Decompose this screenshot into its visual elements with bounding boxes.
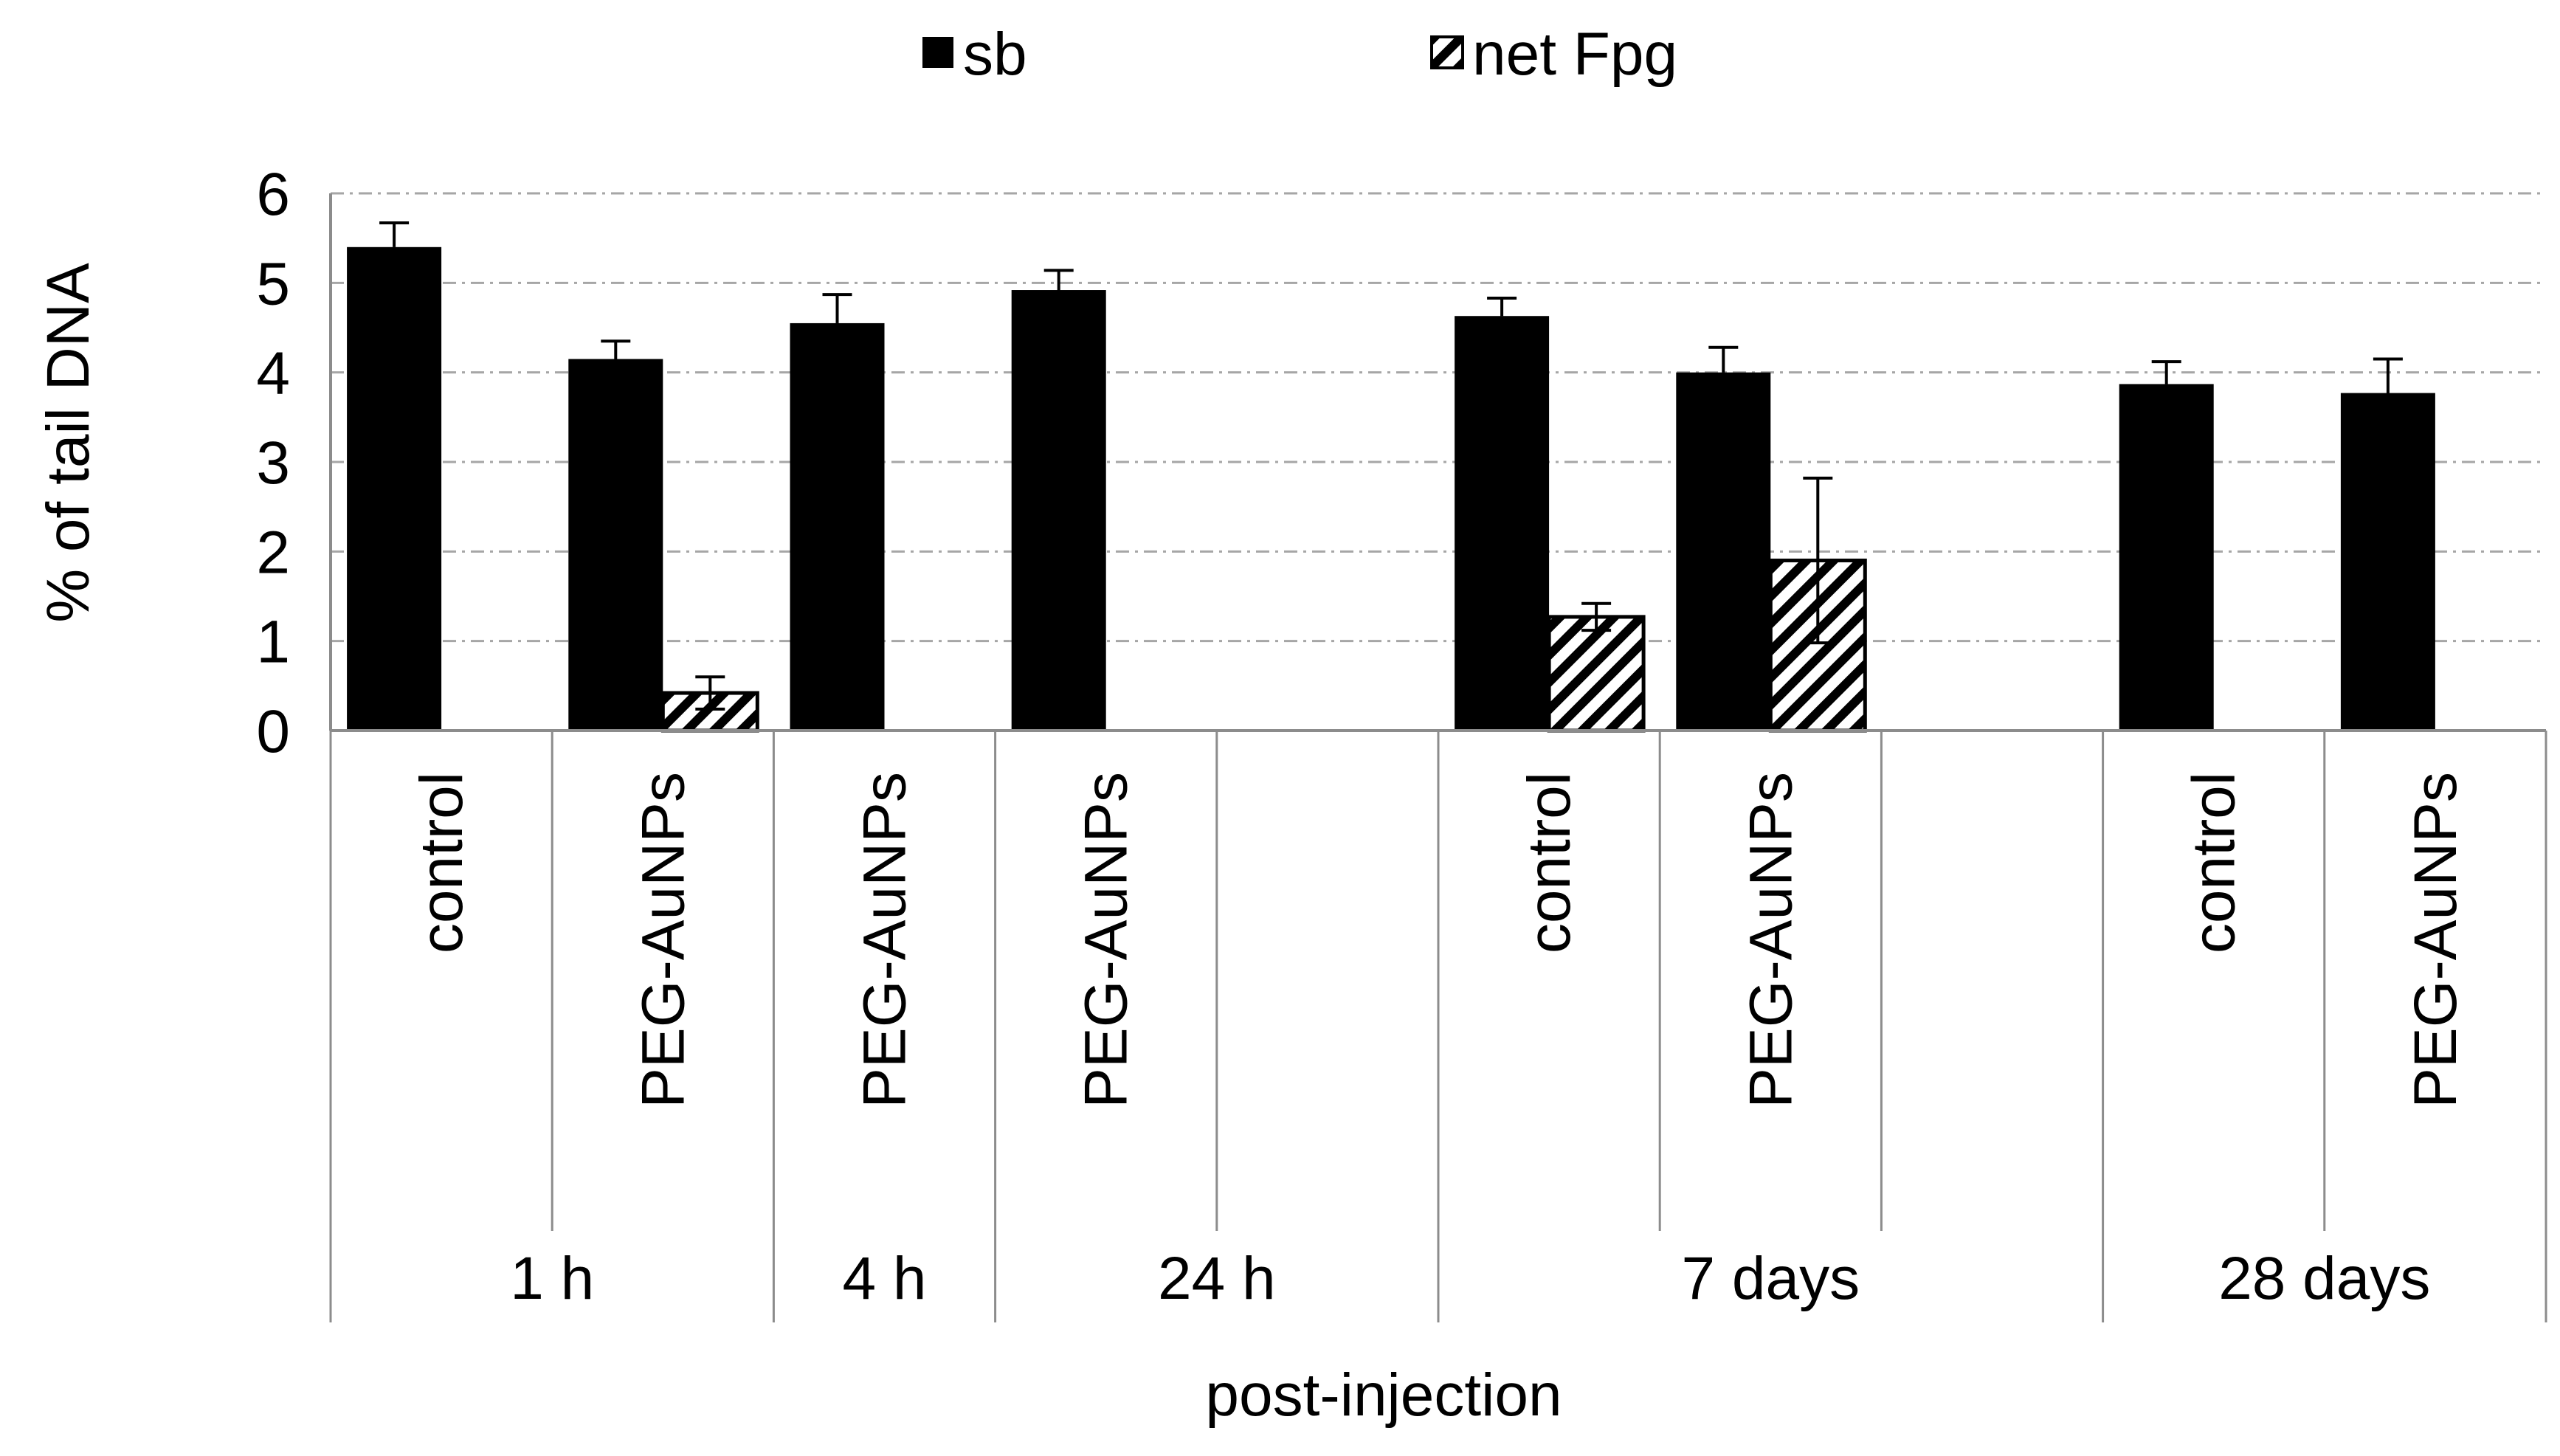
category-label: PEG-AuNPs <box>1073 772 1140 1108</box>
category-dividers <box>551 731 2326 1231</box>
bar-sb <box>2119 384 2214 731</box>
bar-sb <box>1011 290 1106 731</box>
y-tick-label: 3 <box>256 429 290 497</box>
legend-item-sb: sb <box>922 21 1027 88</box>
category-label: control <box>1516 772 1583 953</box>
category-label: control <box>408 772 475 953</box>
category-label: control <box>2181 772 2248 953</box>
group-labels: 1 h 4 h 24 h 7 days 28 days <box>510 1245 2430 1312</box>
y-tick-label: 0 <box>256 698 290 765</box>
error-bars <box>379 221 2403 711</box>
category-label: PEG-AuNPs <box>1737 772 1804 1108</box>
bar-net-fpg <box>1547 615 1646 733</box>
legend: sb net Fpg <box>922 21 1677 88</box>
group-label: 7 days <box>1681 1245 1860 1312</box>
group-label: 28 days <box>2218 1245 2430 1312</box>
legend-label-net-fpg: net Fpg <box>1472 21 1677 88</box>
category-label: PEG-AuNPs <box>629 772 697 1108</box>
bar-sb <box>1676 372 1771 731</box>
group-label: 4 h <box>843 1245 927 1312</box>
y-tick-label: 2 <box>256 519 290 586</box>
legend-swatch-net-fpg <box>1430 35 1464 69</box>
category-label: PEG-AuNPs <box>852 772 919 1108</box>
y-tick-label: 1 <box>256 609 290 676</box>
bar-sb <box>790 322 885 731</box>
legend-item-net-fpg: net Fpg <box>1430 21 1677 88</box>
y-tick-label: 4 <box>256 340 290 407</box>
x-axis-title: post-injection <box>1205 1362 1562 1429</box>
bar-sb <box>568 359 663 731</box>
group-label: 24 h <box>1158 1245 1276 1312</box>
group-dividers <box>329 731 2547 1322</box>
gridlines <box>331 192 2546 643</box>
bars <box>347 246 2435 733</box>
y-tick-labels: 0 1 2 3 4 5 6 <box>256 161 290 765</box>
bar-sb <box>347 246 442 731</box>
y-axis-title: % of tail DNA <box>35 263 102 623</box>
bar-sb <box>2340 393 2435 731</box>
y-tick-label: 6 <box>256 161 290 228</box>
bar-sb <box>1455 316 1550 731</box>
category-labels: control PEG-AuNPs PEG-AuNPs PEG-AuNPs contro… <box>408 772 2469 1108</box>
legend-label-sb: sb <box>963 21 1027 88</box>
category-label: PEG-AuNPs <box>2402 772 2469 1108</box>
group-label: 1 h <box>510 1245 594 1312</box>
y-tick-label: 5 <box>256 250 290 317</box>
legend-swatch-sb <box>922 37 953 68</box>
